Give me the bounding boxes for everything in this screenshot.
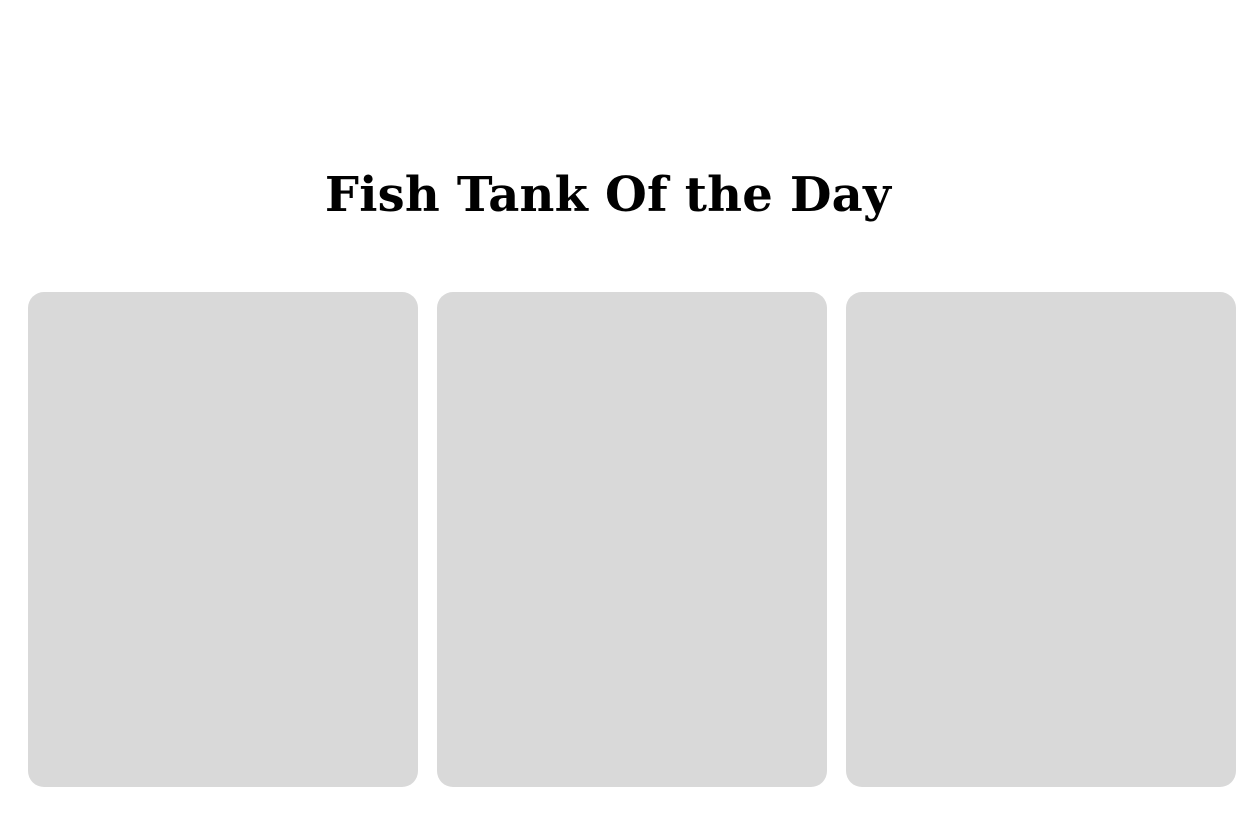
fish-tank-card-1[interactable]: [28, 292, 418, 787]
fish-tank-card-2[interactable]: [437, 292, 827, 787]
section-title: Fish Tank Of the Day: [324, 167, 892, 223]
fish-tank-card-3[interactable]: [846, 292, 1236, 787]
card-row: [28, 292, 1236, 787]
